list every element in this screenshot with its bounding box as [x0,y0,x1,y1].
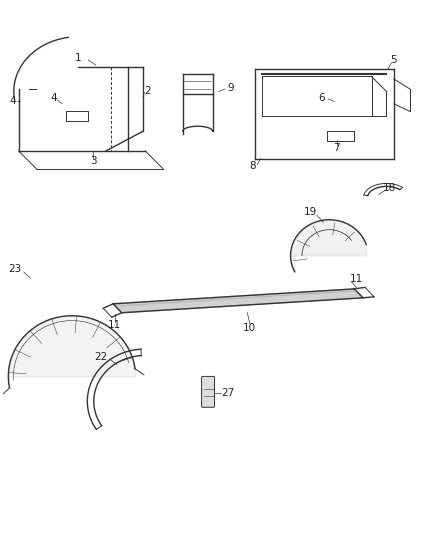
Text: 4: 4 [50,93,57,103]
Text: 18: 18 [383,183,396,193]
Text: 11: 11 [108,320,121,330]
Text: 22: 22 [94,352,107,361]
Text: 5: 5 [391,55,397,65]
Text: 19: 19 [304,207,317,217]
Text: 2: 2 [145,86,151,96]
Text: 23: 23 [9,264,22,274]
Text: 3: 3 [90,156,97,166]
Text: 9: 9 [228,83,234,93]
Polygon shape [113,289,363,313]
Text: 11: 11 [350,274,363,284]
Text: 10: 10 [243,322,256,333]
Text: 1: 1 [75,53,82,63]
FancyBboxPatch shape [201,376,215,407]
Text: 8: 8 [249,161,256,171]
Text: 4: 4 [9,96,16,107]
Text: 7: 7 [333,143,340,152]
Text: 6: 6 [318,93,325,103]
Text: 27: 27 [221,389,234,398]
